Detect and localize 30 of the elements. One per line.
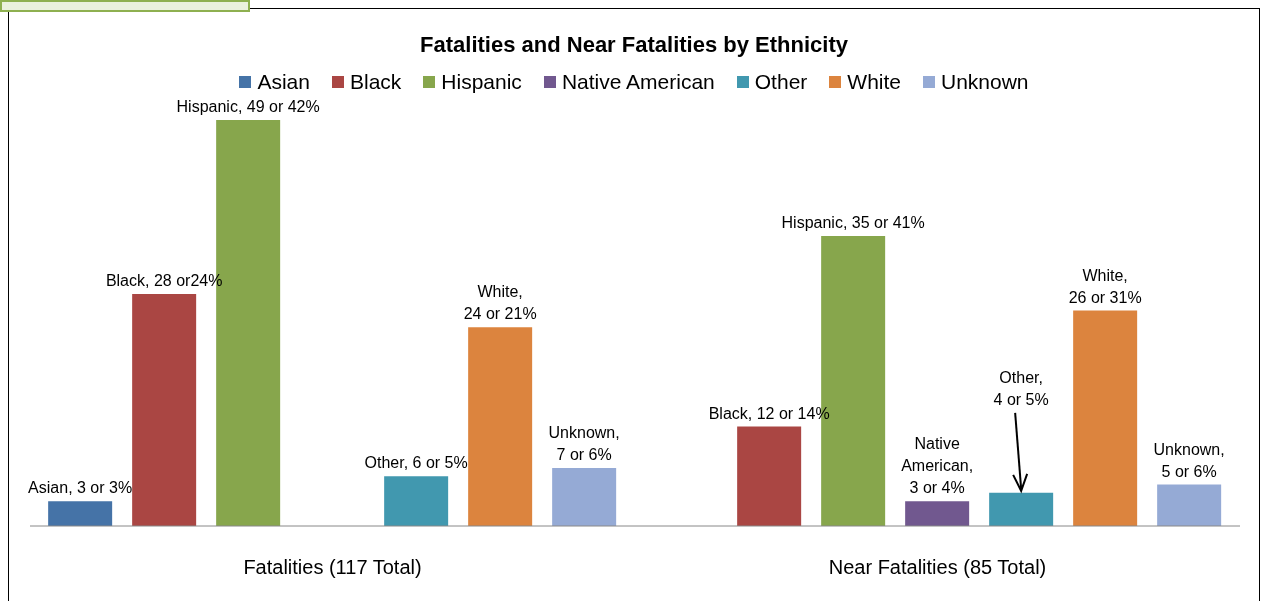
data-label: Hispanic, 35 or 41%: [781, 214, 925, 231]
x-tick-label: Fatalities (117 Total): [243, 556, 422, 579]
x-tick-label: Near Fatalities (85 Total): [828, 556, 1047, 579]
chart-title: Fatalities and Near Fatalities by Ethnicity: [419, 32, 849, 58]
data-label: Hispanic, 49 or 42%: [176, 98, 320, 115]
bar: [384, 476, 449, 526]
bar: [989, 492, 1054, 526]
data-label: Unknown, 5 or 6%: [1153, 440, 1225, 480]
data-label: Asian, 3 or 3%: [28, 479, 133, 497]
bar: [132, 294, 197, 526]
bar: [1157, 484, 1222, 526]
legend-label: White: [847, 70, 901, 94]
data-label: Other, 6 or 5%: [364, 454, 468, 472]
bar: [552, 468, 617, 526]
bar: [48, 501, 113, 526]
legend-label: Asian: [257, 70, 310, 94]
data-label: White, 24 or 21%: [463, 283, 537, 323]
data-label: Native American, 3 or 4%: [901, 435, 974, 497]
data-label: White, 26 or 31%: [1068, 266, 1142, 306]
legend-label: Hispanic: [441, 70, 522, 94]
bar: [1073, 310, 1138, 526]
legend-label: Unknown: [941, 70, 1029, 94]
legend-label: Native American: [561, 70, 715, 94]
legend-label: Black: [349, 70, 402, 94]
data-label: Unknown, 7 or 6%: [548, 424, 620, 463]
bar: [468, 327, 533, 526]
bar: [737, 426, 802, 526]
bar: [905, 501, 970, 526]
data-label: Other, 4 or 5%: [993, 368, 1049, 408]
legend-label: Other: [754, 70, 808, 94]
